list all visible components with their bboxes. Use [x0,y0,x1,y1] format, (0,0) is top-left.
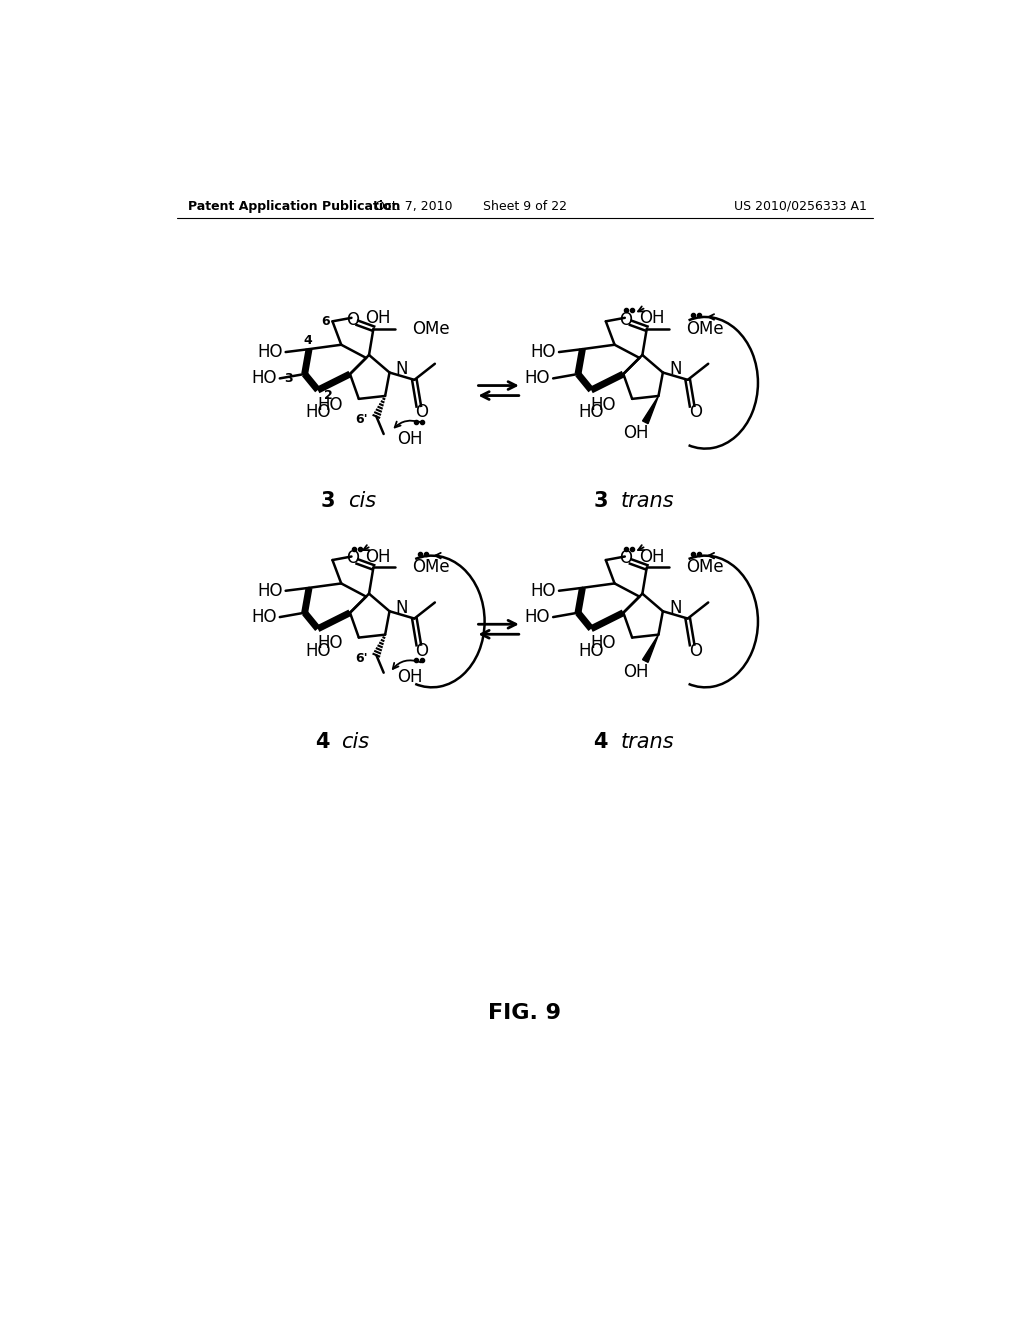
Text: HO: HO [530,343,556,362]
Text: US 2010/0256333 A1: US 2010/0256333 A1 [734,199,867,213]
Text: HO: HO [257,343,283,362]
Text: OH: OH [624,663,649,681]
Text: O: O [689,642,701,660]
Text: N: N [395,360,409,379]
Text: FIG. 9: FIG. 9 [488,1003,561,1023]
Text: OH: OH [639,309,665,327]
Text: HO: HO [579,642,604,660]
Text: HO: HO [524,370,550,387]
Text: 4: 4 [594,733,608,752]
Text: OMe: OMe [686,558,723,577]
Text: 3: 3 [321,491,335,511]
Text: HO: HO [251,609,276,626]
Text: O: O [689,404,701,421]
Text: HO: HO [305,403,331,421]
Text: trans: trans [621,733,674,752]
Polygon shape [642,396,658,424]
Text: 6': 6' [355,413,368,426]
FancyArrowPatch shape [638,306,644,312]
Text: 3: 3 [285,372,293,385]
Text: Sheet 9 of 22: Sheet 9 of 22 [482,199,567,213]
Text: HO: HO [591,635,616,652]
Text: HO: HO [257,582,283,599]
Text: Oct. 7, 2010: Oct. 7, 2010 [375,199,453,213]
Text: OH: OH [624,424,649,442]
Text: cis: cis [348,491,376,511]
Text: N: N [669,360,682,379]
Text: O: O [346,310,359,329]
Text: OH: OH [397,429,423,447]
Text: OMe: OMe [413,558,450,577]
Text: Patent Application Publication: Patent Application Publication [188,199,400,213]
Text: OMe: OMe [413,319,450,338]
FancyArrowPatch shape [435,553,440,558]
Text: N: N [395,599,409,618]
FancyArrowPatch shape [394,421,421,428]
Text: cis: cis [342,733,370,752]
Text: HO: HO [524,609,550,626]
Text: 4: 4 [303,334,312,347]
Text: HO: HO [317,396,343,413]
FancyArrowPatch shape [364,545,370,550]
Text: 6: 6 [321,315,330,327]
Text: trans: trans [621,491,674,511]
Text: HO: HO [530,582,556,599]
Text: 6': 6' [355,652,368,664]
Text: OH: OH [397,668,423,686]
Text: O: O [346,549,359,568]
Text: HO: HO [591,396,616,413]
Text: N: N [669,599,682,618]
Text: OH: OH [639,548,665,565]
Polygon shape [642,635,658,663]
Text: O: O [620,549,633,568]
FancyArrowPatch shape [709,314,714,319]
Text: HO: HO [251,370,276,387]
Text: OH: OH [366,309,391,327]
FancyArrowPatch shape [709,553,714,558]
Text: 3: 3 [594,491,608,511]
Text: HO: HO [305,642,331,660]
Text: 2: 2 [324,389,333,403]
Text: O: O [620,310,633,329]
Text: OMe: OMe [686,319,723,338]
FancyArrowPatch shape [393,660,421,669]
Text: OH: OH [366,548,391,565]
Text: 4: 4 [314,733,330,752]
FancyArrowPatch shape [638,545,644,550]
Text: HO: HO [317,635,343,652]
Text: O: O [416,404,428,421]
Text: HO: HO [579,403,604,421]
Text: O: O [416,642,428,660]
